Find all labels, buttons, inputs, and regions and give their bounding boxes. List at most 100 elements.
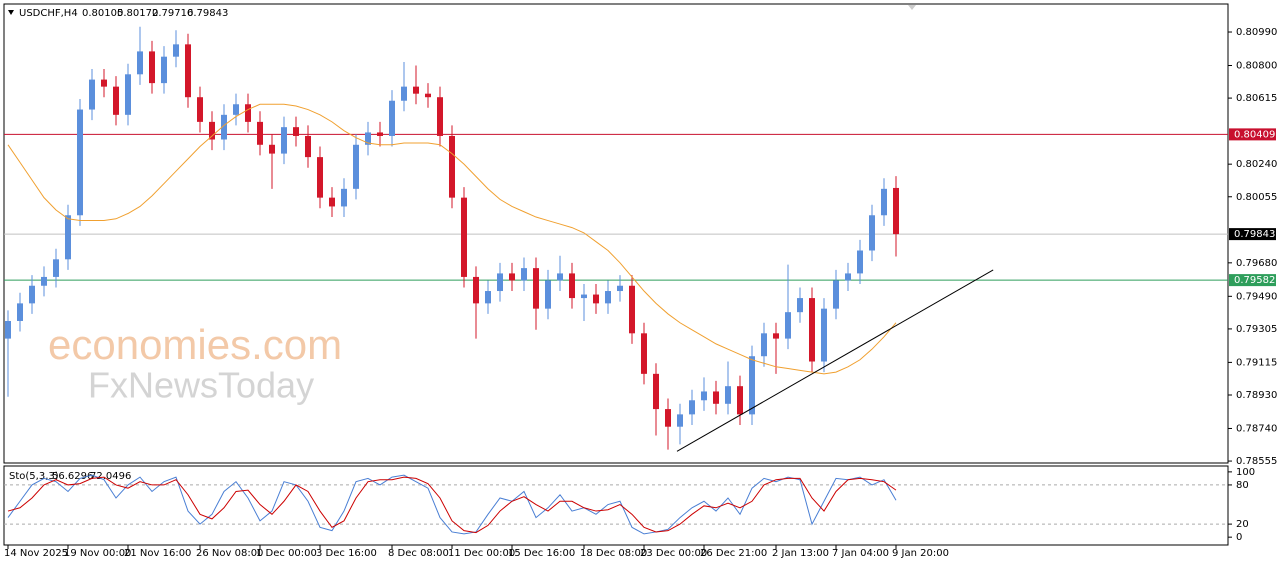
x-tick-label: 9 Jan 20:00: [892, 548, 949, 559]
candle-body: [209, 121, 215, 140]
x-tick-label: 14 Nov 2025: [4, 548, 68, 559]
x-tick-label: 2 Jan 13:00: [772, 548, 829, 559]
candle-body: [293, 127, 299, 136]
candle-body: [461, 197, 467, 277]
indicator-frame: [3, 465, 1229, 546]
candle-body: [605, 291, 611, 304]
candle-body: [821, 308, 827, 362]
candle-body: [641, 333, 647, 374]
candle-body: [185, 44, 191, 98]
candle-body: [353, 144, 359, 189]
candle-body: [53, 259, 59, 277]
menu-arrow: [8, 10, 14, 15]
candle-body: [449, 135, 455, 198]
level-label-box: [1229, 274, 1276, 287]
candle-body: [317, 157, 323, 198]
candle-body: [437, 97, 443, 136]
candle-body: [809, 298, 815, 362]
candle-body: [17, 303, 23, 321]
x-tick-label: 11 Dec 00:00: [448, 548, 515, 559]
candle-body: [845, 273, 851, 281]
moving-average: [7, 103, 897, 375]
candle-body: [725, 386, 731, 404]
candle-body: [161, 56, 167, 84]
y-tick-label: 0.80990: [1236, 27, 1277, 38]
watermark: economies.com: [48, 321, 342, 368]
candle-body: [617, 285, 623, 292]
candle-body: [749, 356, 755, 415]
x-tick-label: 18 Dec 08:00: [580, 548, 647, 559]
y-tick-label: 0.80615: [1236, 93, 1277, 104]
main-frame: [3, 3, 1229, 464]
candle-body: [785, 312, 791, 339]
candle-body: [593, 294, 599, 304]
header-high: 0.80172: [117, 8, 158, 19]
candle-body: [245, 104, 251, 122]
candle-body: [101, 79, 107, 87]
candle-body: [65, 215, 71, 260]
candle-body: [737, 386, 743, 415]
y-tick-label: 100: [1236, 467, 1255, 478]
y-tick-label: 0.80055: [1236, 192, 1277, 203]
y-tick-label: 0.78555: [1236, 456, 1277, 467]
candle-body: [569, 273, 575, 299]
y-tick-label: 20: [1236, 519, 1249, 530]
x-tick-label: 8 Dec 08:00: [388, 548, 449, 559]
candle-body: [773, 333, 779, 339]
trendline: [676, 269, 994, 452]
candle-body: [485, 291, 491, 304]
x-tick-label: 21 Nov 16:00: [124, 548, 191, 559]
candle-body: [401, 86, 407, 101]
candle-body: [365, 132, 371, 145]
header-close: 0.79843: [187, 8, 228, 19]
x-tick-label: 15 Dec 16:00: [508, 548, 575, 559]
watermark: FxNewsToday: [88, 365, 314, 406]
x-tick-label: 26 Nov 08:00: [196, 548, 263, 559]
indicator-value: 72.0496: [90, 471, 131, 482]
x-tick-label: 23 Dec 00:00: [640, 548, 707, 559]
candle-body: [533, 268, 539, 309]
y-tick-label: 0.79115: [1236, 357, 1277, 368]
candle-body: [713, 391, 719, 404]
candle-body: [149, 51, 155, 84]
x-tick-label: 19 Nov 00:00: [64, 548, 131, 559]
candle-body: [41, 276, 47, 286]
candle-body: [29, 285, 35, 304]
indicator-name: Sto(5,3,3): [9, 471, 59, 482]
candle-body: [173, 44, 179, 57]
y-tick-label: 0.79680: [1236, 258, 1277, 269]
y-tick-label: 0.79490: [1236, 291, 1277, 302]
candle-body: [629, 285, 635, 334]
level-label: 0.79582: [1234, 275, 1275, 286]
candle-body: [89, 79, 95, 110]
x-tick-label: 7 Jan 04:00: [832, 548, 889, 559]
y-tick-label: 0.78740: [1236, 423, 1277, 434]
scroll-marker: [908, 5, 916, 10]
candle-body: [257, 121, 263, 145]
candle-body: [677, 414, 683, 427]
x-tick-label: 26 Dec 21:00: [700, 548, 767, 559]
candle-body: [497, 273, 503, 292]
candle-body: [857, 250, 863, 274]
header-open: 0.80105: [82, 8, 123, 19]
candle-body: [581, 294, 587, 299]
x-tick-label: 1 Dec 00:00: [256, 548, 317, 559]
candle-body: [653, 373, 659, 410]
candle-body: [869, 215, 875, 251]
candle-body: [113, 86, 119, 115]
candle-body: [473, 276, 479, 304]
level-label: 0.79843: [1234, 229, 1275, 240]
candle-body: [833, 280, 839, 309]
x-tick-label: 3 Dec 16:00: [316, 548, 377, 559]
candle-body: [761, 333, 767, 357]
candle-body: [233, 104, 239, 115]
candle-body: [893, 187, 899, 235]
candle-body: [329, 197, 335, 207]
candle-body: [413, 86, 419, 94]
candle-body: [137, 51, 143, 75]
indicator-value: 56.6296: [52, 471, 93, 482]
candle-body: [221, 114, 227, 140]
candle-body: [425, 93, 431, 98]
